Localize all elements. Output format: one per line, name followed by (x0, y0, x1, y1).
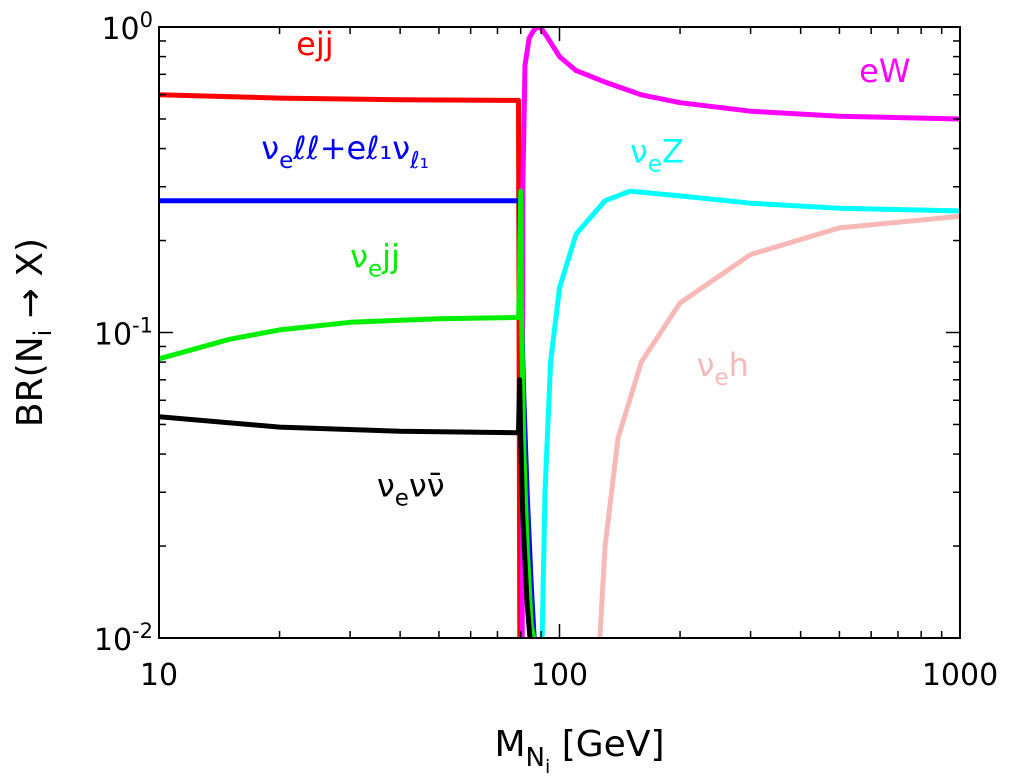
series-line-1 (519, 27, 960, 638)
series-label-0: ejj (296, 25, 333, 63)
series-label-2: νeℓℓ+eℓ₁νℓ₁ (261, 129, 429, 174)
series-label-4: νejj (350, 238, 400, 283)
series-label-3: νeZ (630, 133, 684, 178)
series-line-5 (597, 213, 960, 638)
series-label-6: νeνν̄ (377, 467, 445, 512)
y-tick-label: 10-1 (94, 314, 153, 353)
tick-layer: 10 100 1000 100 10-1 10-2 (94, 8, 998, 693)
label-layer: ejj eW νeℓℓ+eℓ₁νℓ₁ νeZ νejj νeh νeνν̄ (261, 25, 910, 512)
series-label-5: νeh (697, 346, 749, 391)
x-tick-label: 100 (531, 658, 588, 693)
x-tick-label: 10 (140, 658, 178, 693)
series-line-4 (159, 188, 537, 638)
x-tick-label: 1000 (922, 658, 998, 693)
series-line-0 (159, 92, 523, 638)
x-axis-title: MNi [GeV] (494, 724, 664, 776)
y-tick-label: 100 (101, 8, 153, 47)
series-line-6 (159, 377, 533, 638)
series-label-1: eW (859, 52, 910, 90)
y-axis-title: BR(Ni → X) (10, 238, 57, 427)
y-tick-label: 10-2 (94, 619, 153, 658)
series-layer (159, 27, 960, 638)
series-line-3 (539, 188, 960, 638)
